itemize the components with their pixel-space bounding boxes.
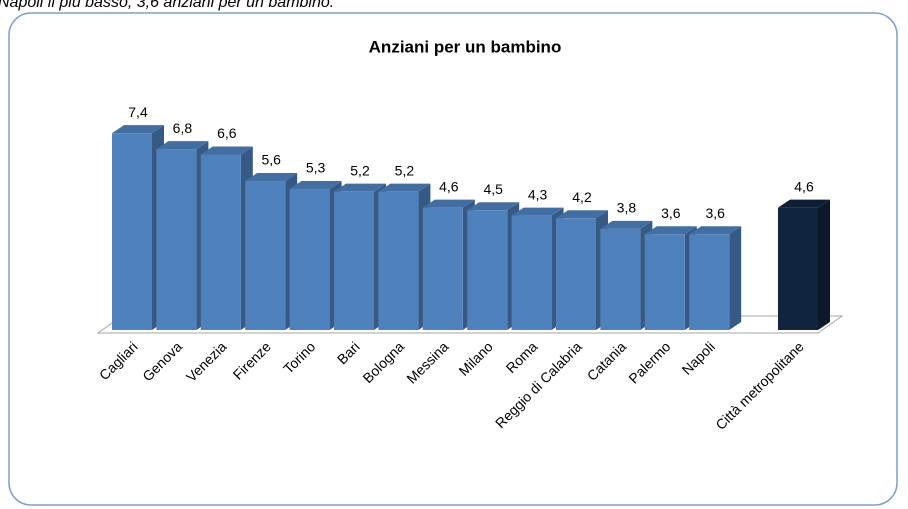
bar-top <box>156 141 209 150</box>
value-label: 3,6 <box>705 205 725 221</box>
value-label: 5,2 <box>395 162 415 178</box>
bar <box>156 149 197 330</box>
bar-top <box>644 226 697 235</box>
bar <box>245 181 286 330</box>
bar-top <box>422 199 475 208</box>
bar-top <box>200 146 253 155</box>
value-label: 3,6 <box>661 205 681 221</box>
bar <box>556 218 596 330</box>
bar-top <box>334 183 386 192</box>
bar <box>689 234 730 330</box>
bar-top <box>600 220 653 229</box>
value-label: 6,8 <box>173 120 193 136</box>
bar-top <box>378 183 431 192</box>
bar <box>778 207 818 330</box>
value-label: 5,2 <box>350 162 370 178</box>
value-label: 4,6 <box>794 178 814 194</box>
bar <box>289 189 330 330</box>
value-label: 7,4 <box>128 104 148 120</box>
bar-side <box>729 226 742 330</box>
bar-top <box>689 226 742 235</box>
value-label: 4,6 <box>439 178 459 194</box>
value-label: 4,2 <box>572 189 592 205</box>
chart-title: Anziani per un bambino <box>369 37 562 56</box>
value-label: 5,6 <box>261 152 281 168</box>
bar <box>467 210 508 330</box>
bar-top <box>467 202 520 211</box>
bar <box>378 191 419 330</box>
value-label: 5,3 <box>306 160 326 176</box>
bar-top <box>289 181 342 190</box>
bar <box>112 133 152 330</box>
caption: Napoli il più basso, 3,6 anziani per un … <box>0 0 334 11</box>
bar-top <box>245 173 298 182</box>
bar-top <box>778 199 830 208</box>
bar-top <box>112 125 164 134</box>
bar <box>200 154 241 330</box>
value-label: 3,8 <box>617 200 637 216</box>
bar <box>600 228 641 330</box>
bar-side <box>818 199 830 330</box>
bar-top <box>511 207 564 216</box>
value-label: 6,6 <box>217 125 237 141</box>
bar-top <box>556 210 608 219</box>
value-label: 4,5 <box>483 181 503 197</box>
bar <box>334 191 374 330</box>
bar <box>422 207 463 330</box>
bar <box>511 215 552 330</box>
value-label: 4,3 <box>528 186 548 202</box>
bar <box>644 234 685 330</box>
